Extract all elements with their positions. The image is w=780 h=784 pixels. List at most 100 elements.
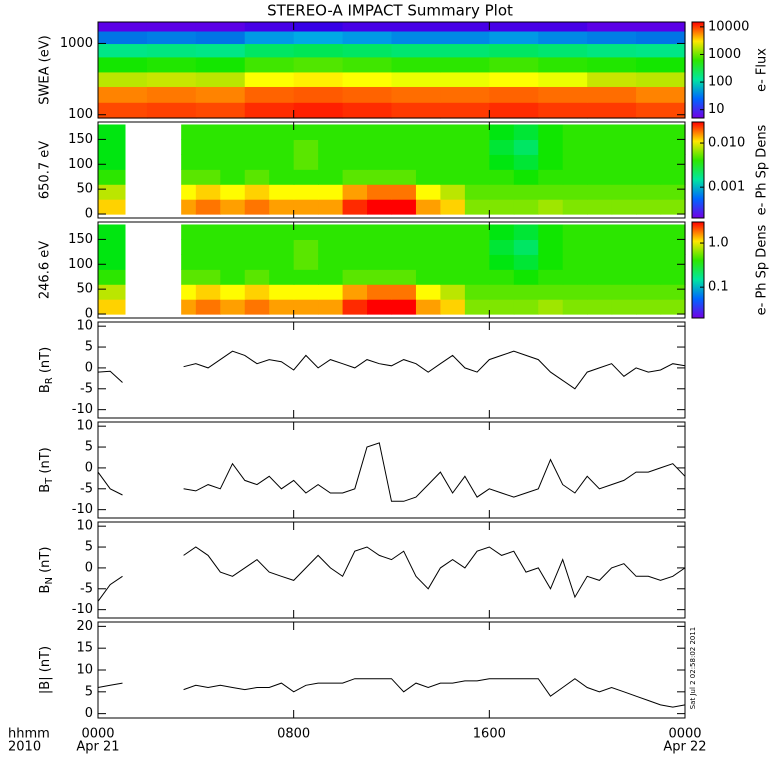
heatmap-cell xyxy=(318,184,344,200)
heatmap-cell xyxy=(538,269,564,285)
y-axis-label: BR (nT) xyxy=(38,347,56,393)
heatmap-cell xyxy=(587,22,637,32)
heatmap-cell xyxy=(513,254,539,270)
y-axis-label: |B| (nT) xyxy=(38,646,53,694)
heatmap-cell xyxy=(464,239,490,255)
panel-frame xyxy=(97,621,686,719)
heatmap-cell xyxy=(342,22,393,32)
heatmap-cell xyxy=(538,22,588,32)
heatmap-cell xyxy=(391,30,442,45)
heatmap-cell xyxy=(269,269,295,285)
y-tick-label: 10 xyxy=(76,663,93,678)
heatmap-cell xyxy=(636,239,662,255)
timestamp: Sat Jul 2 02:58:02 2011 xyxy=(689,627,697,710)
heatmap-cell xyxy=(293,124,319,141)
heatmap-cell xyxy=(342,169,368,185)
heatmap-cell xyxy=(244,43,295,58)
y-axis-label: SWEA (eV) xyxy=(38,35,53,104)
colorbar-tick-label: 100 xyxy=(708,75,733,90)
heatmap-cell xyxy=(611,239,637,255)
x-tick-label: 0800 xyxy=(277,727,310,742)
heatmap-cell xyxy=(464,169,490,185)
heatmap-cell xyxy=(611,124,637,141)
heatmap-cell xyxy=(489,239,515,255)
heatmap-cell xyxy=(391,22,442,32)
y-tick-label: 150 xyxy=(68,132,93,147)
heatmap-cell xyxy=(195,22,246,32)
heatmap-cell xyxy=(513,154,539,170)
heatmap-cell xyxy=(415,184,442,200)
heatmap-cell xyxy=(440,139,466,155)
heatmap-cell xyxy=(587,299,613,315)
heatmap-cell xyxy=(195,86,246,103)
data-line xyxy=(97,442,686,502)
heatmap-cell xyxy=(611,184,637,200)
heatmap-cell xyxy=(98,71,148,87)
heatmap-cell xyxy=(244,22,295,32)
colorbar-label: e- Ph Sp Dens xyxy=(755,124,770,215)
heatmap-cell xyxy=(98,284,126,300)
heatmap-cell xyxy=(269,169,295,185)
heatmap-cell xyxy=(220,224,246,241)
heatmap-cell xyxy=(181,199,197,215)
heatmap-cell xyxy=(464,269,490,285)
y-label-main: B xyxy=(38,384,53,393)
heatmap-cell xyxy=(244,169,270,185)
heatmap-cell xyxy=(489,269,515,285)
heatmap-cell xyxy=(293,22,344,32)
heatmap-cell xyxy=(587,124,613,141)
heatmap-cell xyxy=(415,254,442,270)
heatmap-cell xyxy=(293,254,319,270)
heatmap-cell xyxy=(489,22,539,32)
data-line xyxy=(97,678,686,708)
heatmap-cell xyxy=(611,169,637,185)
colorbar-tick-label: 10000 xyxy=(708,19,749,34)
heatmap-cell xyxy=(513,139,539,155)
heatmap-cell xyxy=(636,269,662,285)
heatmap-cell xyxy=(440,86,490,103)
heatmap-cell xyxy=(636,184,662,200)
heatmap-cell xyxy=(244,269,270,285)
y-tick-label: 5 xyxy=(85,440,93,455)
heatmap-cell xyxy=(146,22,197,32)
y-tick-label: -10 xyxy=(72,402,93,417)
heatmap-cell xyxy=(98,102,148,119)
heatmap-cell xyxy=(244,30,295,45)
heatmap-cell xyxy=(489,124,515,141)
heatmap-cell xyxy=(269,224,295,241)
heatmap-cell xyxy=(611,154,637,170)
heatmap-cell xyxy=(415,284,442,300)
heatmap-cell xyxy=(195,71,246,87)
heatmap-cell xyxy=(98,30,148,45)
heatmap-cell xyxy=(146,102,197,119)
heatmap-cell xyxy=(98,124,126,141)
heatmap-cell xyxy=(464,154,490,170)
heatmap-cell xyxy=(318,169,344,185)
heatmap-cell xyxy=(269,199,295,215)
heatmap-cell xyxy=(440,30,490,45)
heatmap-cell xyxy=(195,56,246,73)
heatmap-cell xyxy=(636,139,662,155)
heatmap-cell xyxy=(513,169,539,185)
heatmap-cell xyxy=(98,56,148,73)
heatmap-cell xyxy=(318,299,344,315)
colorbar-tick-label: 1000 xyxy=(708,47,741,62)
y-tick-label: 5 xyxy=(85,340,93,355)
y-axis-label: BT (nT) xyxy=(38,447,56,493)
heatmap-cell xyxy=(636,199,662,215)
heatmap-cell xyxy=(489,154,515,170)
heatmap-cell xyxy=(293,224,319,241)
panel-frame xyxy=(97,21,686,119)
heatmap-cell xyxy=(318,269,344,285)
heatmap-cell xyxy=(342,56,393,73)
heatmap-cell xyxy=(464,139,490,155)
heatmap-cell xyxy=(440,124,466,141)
colorbar-tick-label: 0.001 xyxy=(708,180,745,195)
heatmap-cell xyxy=(220,184,246,200)
heatmap-cell xyxy=(367,184,393,200)
heatmap-cell xyxy=(464,184,490,200)
colorbar xyxy=(691,21,705,119)
heatmap-cell xyxy=(98,224,126,241)
heatmap-cell xyxy=(98,139,126,155)
